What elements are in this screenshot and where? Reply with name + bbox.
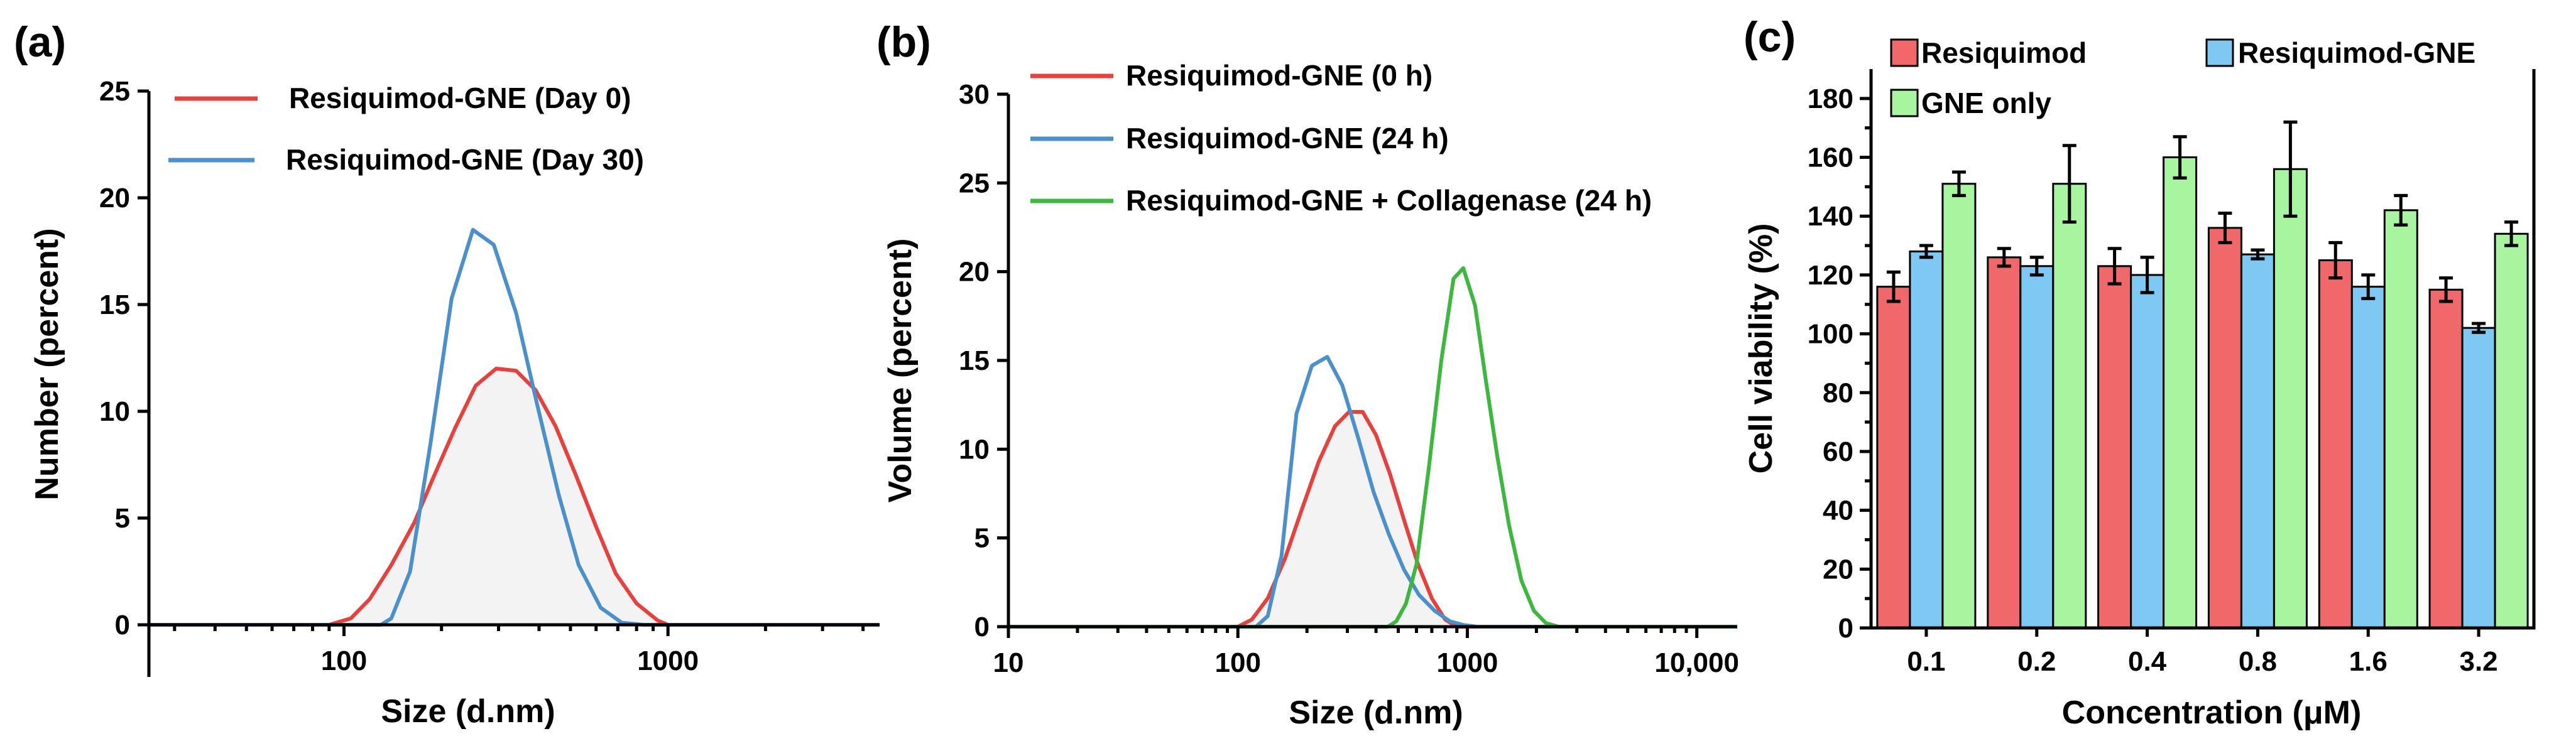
x-tick-label: 0.2: [2017, 646, 2056, 677]
y-tick-label: 10: [959, 434, 990, 465]
y-tick-label: 180: [1808, 84, 1853, 114]
bar-Resiquimod-GNE-0.1: [1909, 250, 1944, 629]
x-tick-label: 1000: [637, 646, 699, 676]
panel-b-y-ticks: 0 5 10 15 20 25 30: [959, 79, 1008, 642]
panel-b-series-lines: [1008, 266, 1737, 629]
panel-c-bars: [1876, 156, 2529, 629]
y-tick-label: 20: [959, 257, 990, 288]
panel-b-legend: Resiquimod-GNE (0 h) Resiquimod-GNE (24 …: [1030, 59, 1652, 217]
bar-GNE only-3.2: [2494, 232, 2529, 629]
x-tick-label: 0.1: [1907, 646, 1945, 677]
panel-a-series-line-0: [149, 367, 880, 627]
panel-b-y-axis-title: Volume (percent): [882, 239, 919, 503]
panel-b-label: (b): [876, 18, 931, 66]
bar-GNE only-0.2: [2052, 183, 2087, 629]
bar-Resiquimod-0.2: [1987, 256, 2022, 629]
y-tick-label: 100: [1808, 319, 1853, 350]
legend-label-collagenase: Resiquimod-GNE + Collagenase (24 h): [1126, 184, 1652, 217]
x-tick-label: 100: [321, 646, 367, 676]
legend-swatch-resiquimod-gne: [2205, 38, 2234, 67]
bar-Resiquimod-GNE-0.4: [2130, 274, 2165, 629]
y-tick-label: 5: [974, 523, 990, 554]
y-tick-label: 40: [1823, 495, 1853, 526]
panel-a-x-ticks: 100 1000: [173, 625, 865, 676]
panel-b-shaded-area: [1008, 412, 1737, 627]
y-tick-label: 60: [1823, 436, 1853, 467]
panel-a-y-ticks: 0 5 10 15 20 25: [99, 76, 149, 641]
panel-c-y-ticks: 0 20 40 60 80 100 120 140 160 180: [1808, 84, 1871, 644]
y-tick-label: 15: [959, 345, 990, 376]
legend-label-day30: Resiquimod-GNE (Day 30): [286, 143, 644, 176]
panel-c-legend: Resiquimod Resiquimod-GNE GNE only: [1890, 36, 2475, 119]
panel-a-shaded-area: [149, 369, 880, 625]
panel-b-series-line-0: [1008, 410, 1737, 629]
panel-b-x-ticks: 10 100 1000 10,000: [993, 627, 1739, 678]
panel-b-area-fill: [1008, 412, 1737, 627]
y-tick-label: 160: [1808, 143, 1853, 173]
legend-label-gne-only: GNE only: [1921, 87, 2051, 119]
x-tick-label: 3.2: [2459, 646, 2497, 677]
panel-c-bar-chart: 0 20 40 60 80 100 120 140 160 180 0.1 0.2 0.4 0.8 1.6…: [1743, 13, 2536, 731]
bar-GNE only-1.6: [2383, 209, 2418, 629]
bar-Resiquimod-0.4: [2097, 265, 2132, 629]
x-tick-label: 0.8: [2239, 646, 2277, 677]
bar-GNE only-0.4: [2163, 156, 2198, 629]
panel-c-x-ticks: 0.1 0.2 0.4 0.8 1.6 3.2: [1907, 628, 2498, 677]
y-tick-label: 0: [1838, 613, 1853, 644]
y-tick-label: 5: [115, 503, 130, 534]
y-tick-label: 25: [959, 168, 990, 198]
y-tick-label: 15: [99, 289, 130, 320]
x-tick-label: 0.4: [2128, 646, 2167, 677]
y-tick-label: 20: [1823, 554, 1853, 585]
x-tick-label: 10,000: [1654, 647, 1739, 678]
x-tick-label: 1000: [1437, 647, 1498, 678]
bar-Resiquimod-0.1: [1876, 286, 1911, 629]
legend-label-0h: Resiquimod-GNE (0 h): [1126, 59, 1433, 92]
panel-b-series-line-2: [1008, 266, 1737, 629]
legend-label-resiquimod: Resiquimod: [1921, 36, 2087, 69]
bar-Resiquimod-0.8: [2207, 227, 2242, 629]
bar-Resiquimod-GNE-3.2: [2461, 327, 2496, 629]
y-tick-label: 120: [1808, 260, 1853, 291]
x-tick-label: 1.6: [2349, 646, 2388, 677]
bar-GNE only-0.8: [2273, 168, 2308, 629]
panel-a-area-fill: [149, 369, 880, 625]
bar-Resiquimod-3.2: [2428, 288, 2464, 629]
panel-a-label: (a): [14, 18, 66, 66]
panel-c-label: (c): [1744, 13, 1796, 61]
bar-Resiquimod-1.6: [2318, 259, 2353, 629]
y-tick-label: 80: [1823, 377, 1853, 408]
bar-Resiquimod-GNE-0.2: [2019, 265, 2055, 629]
panel-b-series-line-1: [1008, 355, 1737, 629]
panel-b-x-axis-title: Size (d.nm): [1289, 695, 1463, 731]
bar-GNE only-0.1: [1941, 183, 1977, 629]
legend-swatch-resiquimod: [1890, 38, 1919, 67]
legend-swatch-gne-only: [1890, 89, 1919, 117]
legend-label-resiquimod-gne: Resiquimod-GNE: [2238, 36, 2475, 69]
panel-c-error-bars: [1886, 120, 2519, 334]
panel-b-line-chart: 0 5 10 15 20 25 30 10 100 1000 10,000 (b) Volume …: [876, 18, 1739, 731]
bar-Resiquimod-GNE-0.8: [2240, 253, 2275, 629]
panel-c-y-axis-title: Cell viability (%): [1743, 224, 1779, 474]
bar-Resiquimod-GNE-1.6: [2350, 286, 2386, 629]
panel-a-legend: Resiquimod-GNE (Day 0) Resiquimod-GNE (D…: [168, 82, 644, 176]
y-tick-label: 140: [1808, 201, 1853, 232]
panel-c-axes: [1869, 69, 2536, 630]
y-tick-label: 20: [99, 183, 130, 214]
legend-label-day0: Resiquimod-GNE (Day 0): [289, 82, 631, 114]
y-tick-label: 0: [115, 610, 130, 641]
x-tick-label: 10: [993, 647, 1024, 678]
y-tick-label: 30: [959, 79, 990, 110]
y-tick-label: 0: [974, 612, 990, 642]
panel-c-x-axis-title: Concentration (μM): [2062, 695, 2362, 731]
panel-a-y-axis-title: Number (percent): [29, 228, 65, 500]
x-tick-label: 100: [1215, 647, 1261, 678]
y-tick-label: 25: [99, 76, 130, 107]
panel-a-x-axis-title: Size (d.nm): [381, 693, 555, 730]
y-tick-label: 10: [99, 396, 130, 427]
legend-label-24h: Resiquimod-GNE (24 h): [1126, 122, 1449, 154]
